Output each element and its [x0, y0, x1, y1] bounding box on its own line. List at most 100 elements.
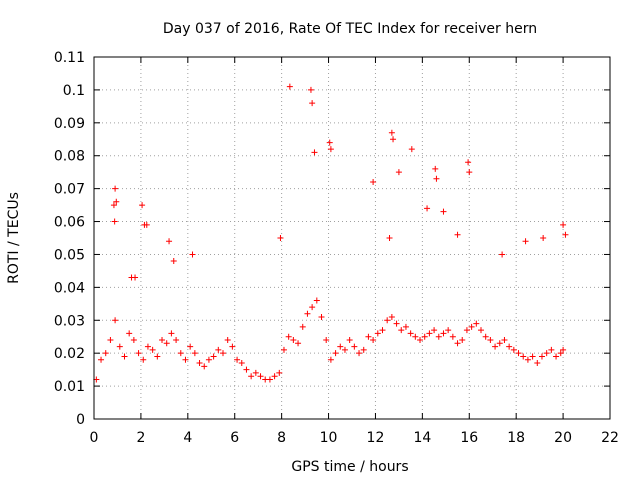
y-tick-label: 0.06 — [54, 215, 85, 231]
y-tick-label: 0.03 — [54, 313, 85, 329]
data-point — [189, 251, 196, 258]
data-point — [538, 353, 545, 360]
data-point — [510, 346, 517, 353]
data-point — [395, 169, 402, 176]
data-point — [132, 274, 139, 281]
data-point — [159, 337, 166, 344]
data-point — [309, 100, 316, 107]
data-point — [435, 333, 442, 340]
y-tick-label: 0.08 — [54, 149, 85, 165]
data-point — [196, 360, 203, 367]
data-point — [426, 330, 433, 337]
data-point — [424, 205, 431, 212]
data-point — [170, 258, 177, 265]
data-point — [248, 373, 255, 380]
data-point — [482, 333, 489, 340]
data-point — [468, 323, 475, 330]
data-point — [327, 356, 334, 363]
data-point — [492, 343, 499, 350]
data-point — [506, 343, 513, 350]
data-point — [388, 313, 395, 320]
data-point — [433, 175, 440, 182]
data-point — [412, 333, 419, 340]
data-point — [370, 179, 377, 186]
data-point — [220, 350, 226, 357]
data-point — [234, 356, 241, 363]
data-point — [140, 356, 147, 363]
data-point — [379, 327, 386, 334]
data-point — [496, 340, 503, 347]
y-tick-label: 0.02 — [54, 346, 85, 362]
data-point — [111, 218, 118, 225]
data-point — [384, 317, 391, 324]
data-point — [307, 86, 314, 93]
data-point — [454, 340, 461, 347]
data-point — [191, 350, 198, 357]
x-tick-label: 18 — [507, 430, 525, 446]
data-point — [465, 159, 472, 166]
data-point — [522, 238, 529, 245]
data-point — [408, 146, 415, 153]
data-point — [332, 350, 339, 357]
data-point — [351, 343, 358, 350]
y-tick-label: 0.11 — [54, 50, 85, 66]
x-tick-label: 14 — [413, 430, 431, 446]
data-point — [276, 369, 283, 376]
x-tick-label: 22 — [601, 430, 619, 446]
data-point — [499, 251, 506, 258]
data-point — [154, 353, 161, 360]
data-point — [143, 221, 150, 228]
data-point — [346, 337, 353, 344]
data-point — [440, 330, 447, 337]
x-tick-label: 10 — [320, 430, 338, 446]
data-point — [311, 149, 318, 156]
data-point — [524, 356, 531, 363]
x-axis-label: GPS time / hours — [291, 459, 408, 475]
data-point — [295, 340, 302, 347]
x-tick-label: 6 — [230, 430, 239, 446]
data-point — [173, 337, 180, 344]
data-point — [534, 360, 541, 367]
data-point — [398, 327, 405, 334]
data-point — [407, 330, 414, 337]
y-tick-label: 0.04 — [54, 280, 85, 296]
data-point — [257, 373, 264, 380]
data-point — [421, 333, 428, 340]
data-point — [432, 165, 439, 172]
data-point — [309, 304, 316, 311]
data-point — [388, 129, 395, 136]
data-point — [374, 330, 381, 337]
data-point — [454, 231, 461, 238]
data-point — [557, 350, 564, 357]
data-point — [562, 231, 569, 238]
data-point — [515, 350, 522, 357]
data-point — [326, 139, 333, 146]
data-point — [112, 317, 119, 324]
plot-border — [93, 56, 611, 420]
data-point — [370, 337, 377, 344]
data-point — [144, 343, 151, 350]
data-point — [271, 373, 278, 380]
data-point — [463, 327, 470, 334]
data-point — [520, 353, 527, 360]
data-point — [543, 350, 550, 357]
data-point — [466, 169, 473, 176]
data-point — [323, 337, 330, 344]
data-point — [102, 350, 109, 357]
data-point — [98, 356, 105, 363]
data-point — [252, 369, 259, 376]
data-point — [229, 343, 236, 350]
data-point — [139, 202, 146, 209]
data-point — [299, 323, 306, 330]
x-tick-label: 2 — [136, 430, 145, 446]
data-point — [431, 327, 438, 334]
data-point — [126, 330, 133, 337]
data-point — [113, 198, 120, 205]
chart-title: Day 037 of 2016, Rate Of TEC Index for r… — [163, 21, 537, 37]
data-point — [501, 337, 508, 344]
data-point — [478, 327, 484, 334]
data-point — [215, 346, 222, 353]
data-point — [243, 366, 250, 373]
data-point — [166, 238, 173, 245]
